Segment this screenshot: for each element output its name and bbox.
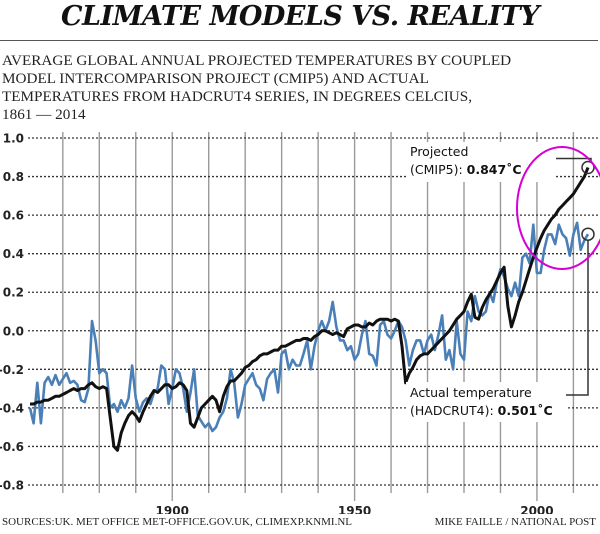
subtitle-line: AVERAGE GLOBAL ANNUAL PROJECTED TEMPERAT… — [2, 52, 512, 69]
actual-leader-line — [566, 240, 589, 396]
vertical-gridlines — [62, 132, 575, 501]
series-line-projected — [30, 166, 590, 452]
projected-end-marker — [581, 160, 595, 175]
subtitle-line: 1861 — 2014 — [2, 106, 86, 123]
highlight-ellipse — [516, 146, 600, 270]
horizontal-gridlines — [28, 137, 598, 486]
y-tick-label: 1.0 — [3, 132, 24, 146]
author-credit: MIKE FAILLE / NATIONAL POST — [434, 516, 596, 528]
subtitle-line: TEMPERATURES FROM HADCRUT4 SERIES, IN DE… — [2, 88, 473, 105]
x-axis-ticks: 1900 1950 2000 — [156, 504, 554, 514]
y-axis-ticks: 1.0 0.8 0.6 0.4 0.2 0.0 -0.2 -0.4 -0.6 -0.8 — [0, 132, 24, 493]
y-tick-label: -0.4 — [0, 401, 24, 415]
y-tick-label: 0.8 — [3, 170, 24, 184]
y-tick-label: 0.0 — [3, 324, 24, 338]
projected-label-source: (CMIP5): — [410, 162, 467, 177]
y-tick-label: 0.4 — [3, 247, 24, 261]
sources-credit: SOURCES:UK. MET OFFICE MET-OFFICE.GOV.UK… — [2, 516, 353, 528]
x-tick-label: 2000 — [520, 504, 553, 514]
line-chart: 1.00.80.60.40.20.0-0.2-0.4-0.6-0.8 1900 1… — [0, 132, 600, 514]
chart-subtitle: AVERAGE GLOBAL ANNUAL PROJECTED TEMPERAT… — [2, 52, 592, 124]
y-tick-label: -0.8 — [0, 479, 24, 493]
actual-label-bg — [406, 382, 566, 422]
actual-end-marker — [581, 227, 595, 241]
actual-label-source: (HADCRUT4): — [410, 403, 498, 418]
y-tick-label: 0.6 — [3, 209, 24, 223]
actual-label: Actual temperature — [410, 385, 532, 400]
projected-value: 0.847˚C — [467, 162, 522, 177]
series-line-actual — [28, 221, 590, 433]
y-tick-label: -0.6 — [0, 440, 24, 454]
x-tick-label: 1900 — [156, 504, 189, 514]
y-tick-label: -0.2 — [0, 363, 24, 377]
projected-label: Projected — [410, 144, 468, 159]
actual-value: 0.501˚C — [498, 403, 553, 418]
subtitle-line: MODEL INTERCOMPARISON PROJECT (CMIP5) AN… — [2, 70, 429, 87]
projected-value-label: (CMIP5): 0.847˚C — [410, 162, 522, 177]
actual-value-label: (HADCRUT4): 0.501˚C — [410, 403, 553, 418]
title-divider — [0, 40, 598, 41]
y-tick-label: 0.2 — [3, 286, 24, 300]
x-tick-label: 1950 — [338, 504, 371, 514]
chart-title: CLIMATE MODELS VS. REALITY — [60, 1, 540, 32]
